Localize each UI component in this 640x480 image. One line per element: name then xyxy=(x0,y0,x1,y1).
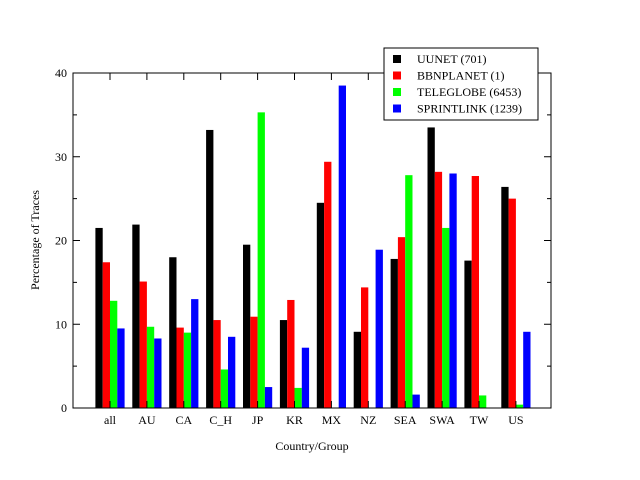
bar-jp-series-3 xyxy=(264,387,273,408)
bar-c-h-series-1 xyxy=(213,320,221,408)
x-tick-label: SEA xyxy=(394,413,417,427)
bar-au-series-2 xyxy=(146,326,155,408)
y-tick-label: 40 xyxy=(55,66,67,80)
x-tick-label: TW xyxy=(470,413,489,427)
bar-mx-series-3 xyxy=(338,85,346,408)
x-axis-title: Country/Group xyxy=(275,439,348,453)
bar-kr-series-0 xyxy=(279,320,288,408)
bar-all-series-1 xyxy=(102,262,110,408)
legend-swatch xyxy=(393,88,401,96)
y-tick-label: 30 xyxy=(55,150,67,164)
bar-jp-series-0 xyxy=(243,244,251,408)
bar-c-h-series-0 xyxy=(206,129,214,408)
bar-all-series-2 xyxy=(110,300,118,408)
legend-swatch xyxy=(393,55,401,63)
bar-c-h-series-2 xyxy=(220,369,228,408)
bar-sea-series-2 xyxy=(405,175,413,408)
bar-sea-series-3 xyxy=(412,394,420,408)
bars-layer xyxy=(95,85,531,409)
bar-swa-series-3 xyxy=(449,173,457,408)
bar-au-series-0 xyxy=(132,224,140,408)
bar-swa-series-1 xyxy=(434,171,443,408)
x-tick-label: MX xyxy=(322,413,342,427)
bar-tw-series-2 xyxy=(479,395,487,408)
bar-mx-series-1 xyxy=(324,161,332,408)
bar-sea-series-0 xyxy=(390,258,398,408)
bar-tw-series-1 xyxy=(471,176,479,408)
legend-label: UUNET (701) xyxy=(417,52,486,66)
x-tick-label: all xyxy=(104,413,117,427)
legend-swatch xyxy=(393,104,401,113)
bar-us-series-1 xyxy=(508,198,516,409)
bar-us-series-3 xyxy=(523,331,531,408)
x-tick-label: JP xyxy=(252,413,264,427)
bar-tw-series-0 xyxy=(464,260,472,408)
bar-kr-series-2 xyxy=(294,387,302,408)
x-tick-label: AU xyxy=(138,413,156,427)
bar-au-series-1 xyxy=(139,281,147,408)
x-tick-label: US xyxy=(508,413,523,427)
x-tick-label: SWA xyxy=(429,413,455,427)
bar-nz-series-0 xyxy=(353,331,361,408)
legend-label: TELEGLOBE (6453) xyxy=(417,85,521,99)
bar-nz-series-1 xyxy=(361,287,369,408)
x-tick-label: C_H xyxy=(209,413,232,427)
bar-au-series-3 xyxy=(154,338,162,408)
bar-jp-series-1 xyxy=(250,316,258,408)
bar-sea-series-1 xyxy=(397,237,406,408)
bar-swa-series-2 xyxy=(442,227,450,408)
bar-ca-series-3 xyxy=(191,299,199,409)
y-axis-title: Percentage of Traces xyxy=(28,190,42,290)
y-tick-label: 10 xyxy=(55,317,67,331)
x-tick-label: NZ xyxy=(360,413,376,427)
bar-jp-series-2 xyxy=(257,112,265,409)
legend-swatch xyxy=(393,71,401,80)
legend-box xyxy=(383,47,539,121)
x-axis-ticks: all AU CA C_H JP KR MX NZ SEA SWA TW US xyxy=(104,73,524,427)
bar-c-h-series-3 xyxy=(228,336,236,408)
bar-all-series-3 xyxy=(117,328,125,408)
y-axis-ticks: 0 10 20 30 40 xyxy=(55,66,551,415)
bar-swa-series-0 xyxy=(427,127,435,408)
bar-mx-series-0 xyxy=(316,202,325,408)
bar-us-series-2 xyxy=(515,404,524,408)
bar-us-series-0 xyxy=(501,186,509,408)
bar-ca-series-0 xyxy=(169,257,177,408)
y-tick-label: 20 xyxy=(55,234,67,248)
bar-ca-series-2 xyxy=(183,332,192,409)
bar-kr-series-1 xyxy=(287,299,295,408)
bar-kr-series-3 xyxy=(301,347,310,408)
x-tick-label: CA xyxy=(175,413,192,427)
legend: UUNET (701) BBNPLANET (1) TELEGLOBE (6453)… xyxy=(383,47,539,121)
bar-ca-series-1 xyxy=(176,327,184,408)
legend-label: SPRINTLINK (1239) xyxy=(417,102,522,116)
bar-all-series-0 xyxy=(95,227,103,408)
y-tick-label: 0 xyxy=(61,401,67,415)
x-tick-label: KR xyxy=(286,413,303,427)
legend-label: BBNPLANET (1) xyxy=(417,69,504,83)
bar-nz-series-3 xyxy=(375,249,383,408)
